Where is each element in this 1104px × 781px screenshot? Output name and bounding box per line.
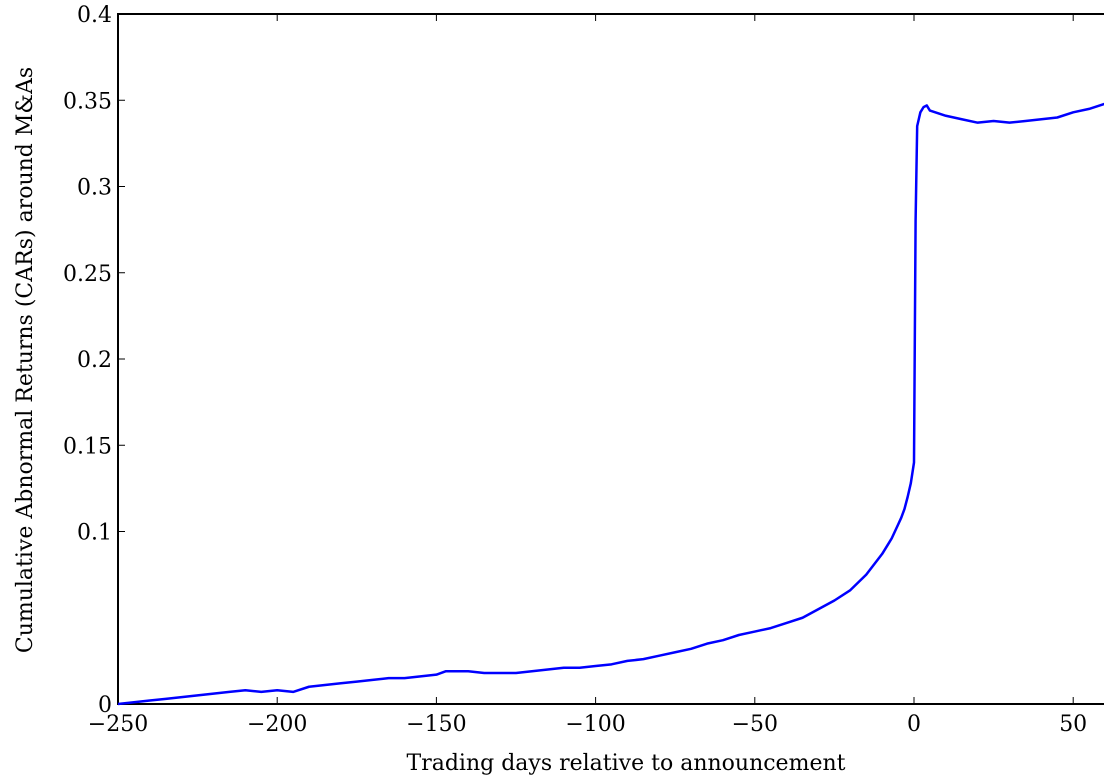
tick-labels: −250 −200 −150 −100 −50 0 50 0 0.1 0.15 0.2 0.25 0.3… — [63, 3, 1087, 737]
x-axis-title: Trading days relative to announcement — [407, 751, 846, 776]
y-tick-label: 0.3 — [77, 176, 112, 201]
tick-marks — [117, 13, 1074, 705]
plot-area — [117, 13, 1104, 706]
x-tick-label: 0 — [907, 712, 921, 737]
y-tick-label: 0.35 — [63, 89, 112, 114]
x-tick-label: −200 — [247, 712, 307, 737]
x-tick-label: −150 — [406, 712, 466, 737]
x-tick-label: −100 — [565, 712, 625, 737]
x-tick-label: −50 — [732, 712, 778, 737]
y-axis-title: Cumulative Abnormal Returns (CARs) aroun… — [13, 67, 38, 653]
y-tick-label: 0.2 — [77, 348, 112, 373]
y-tick-label: 0.15 — [63, 434, 112, 459]
x-tick-label: −250 — [88, 712, 148, 737]
y-tick-label: 0.1 — [77, 521, 112, 546]
x-tick-label: 50 — [1059, 712, 1087, 737]
y-tick-label: 0 — [98, 693, 112, 718]
y-tick-label: 0.25 — [63, 262, 112, 287]
y-tick-label: 0.4 — [77, 3, 112, 28]
car-series-line — [117, 102, 1104, 706]
